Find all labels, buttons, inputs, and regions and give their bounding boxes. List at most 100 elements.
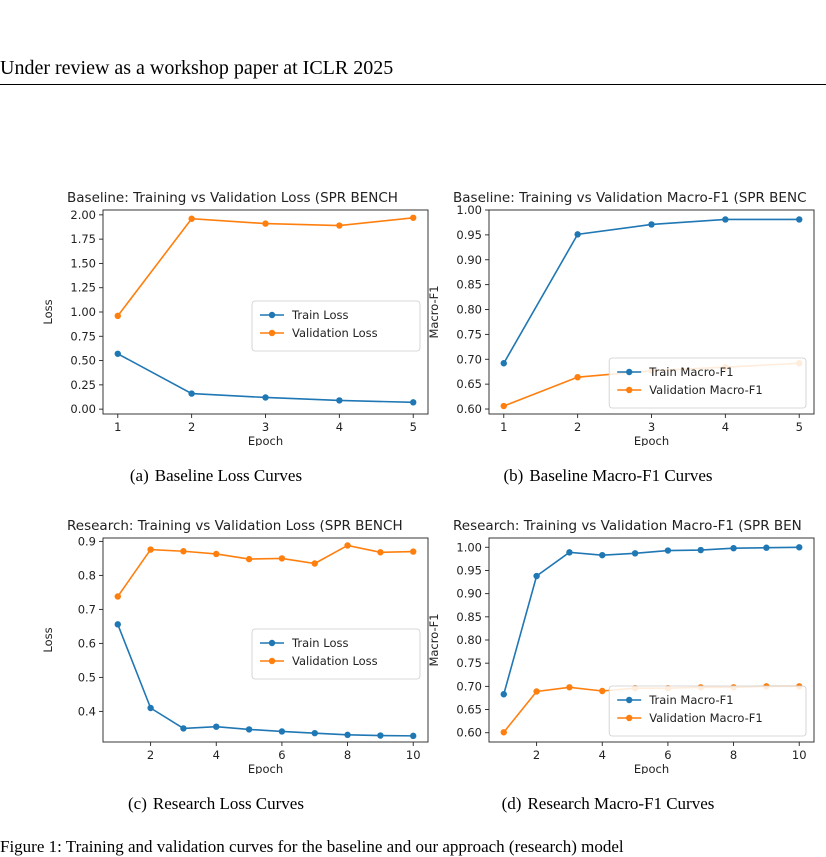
legend-swatch-marker [626,696,633,704]
x-tick-label: 5 [796,420,803,434]
legend-label: Train Loss [291,636,348,650]
data-point [245,726,253,733]
data-point [311,729,318,737]
x-tick-label: 2 [147,748,154,762]
legend-box [608,685,807,737]
legend-swatch-marker [268,311,276,319]
data-point [410,548,417,555]
caption-label: (a) [129,466,149,485]
legend-box [251,300,421,352]
data-point [500,729,507,736]
caption-text: Research Macro-F1 Curves [527,794,715,813]
legend-label: Train Macro-F1 [648,693,733,707]
x-tick-label: 2 [533,748,540,762]
data-point [147,546,154,553]
x-tick-label: 2 [188,420,195,434]
x-tick-label: 4 [599,748,606,762]
y-axis-label: Macro-F1 [427,613,441,666]
legend-swatch-marker [268,329,276,337]
line-chart: Baseline: Training vs Validation Loss (S… [41,190,429,446]
y-tick-label: 0.4 [78,704,96,718]
data-point [574,373,581,381]
y-tick-label: 0.70 [456,352,482,366]
x-tick-label: 10 [792,748,807,762]
y-tick-label: 0.65 [456,703,482,717]
data-point [336,397,343,404]
y-tick-label: 0.60 [456,402,482,416]
series-line-0 [503,218,800,364]
y-tick-label: 1.00 [456,203,482,217]
line-chart: Research: Training vs Validation Macro-F… [427,518,815,774]
data-point [262,394,269,401]
x-tick-label: 5 [410,420,417,434]
y-axis-label: Loss [41,299,55,324]
x-axis-label: Epoch [634,762,669,774]
legend-swatch-marker [626,368,633,376]
caption-label: (b) [503,466,524,485]
data-point [114,593,121,600]
data-point [730,545,737,552]
data-point [188,390,195,397]
x-tick-label: 6 [664,748,671,762]
y-tick-label: 0.90 [456,587,482,601]
legend-swatch-marker [626,714,633,722]
y-tick-label: 1.00 [70,305,96,319]
x-axis-label: Epoch [634,434,669,446]
data-point [336,222,343,229]
data-point [410,214,417,221]
data-point [796,544,803,551]
x-tick-label: 3 [648,420,655,434]
data-point [722,216,729,223]
y-tick-label: 0.00 [70,402,96,416]
y-tick-label: 0.9 [78,534,96,548]
x-tick-label: 1 [500,420,507,434]
y-tick-label: 0.7 [78,602,96,616]
data-point [796,216,803,223]
x-tick-label: 10 [406,748,421,762]
y-tick-label: 0.85 [456,610,482,624]
y-tick-label: 0.6 [78,636,96,650]
data-point [599,687,606,695]
data-point [566,549,573,556]
legend-box [251,628,421,680]
y-tick-label: 1.00 [456,540,482,554]
data-point [114,312,121,320]
line-chart: Baseline: Training vs Validation Macro-F… [427,190,815,446]
legend-swatch-marker [268,639,276,647]
y-tick-label: 1.25 [70,281,96,295]
y-axis-label: Loss [41,627,55,652]
data-point [245,555,253,563]
caption-text: Baseline Macro-F1 Curves [529,466,713,485]
data-point [599,551,606,559]
x-tick-label: 1 [114,420,121,434]
caption-research-loss: (c) Research Loss Curves [16,794,416,814]
y-tick-label: 0.80 [456,303,482,317]
data-point [262,220,269,227]
y-tick-label: 0.95 [456,563,482,577]
caption-baseline-macro-f1: (b) Baseline Macro-F1 Curves [408,466,808,486]
plot-frame [102,537,429,743]
x-tick-label: 4 [213,748,220,762]
data-point [500,402,507,410]
x-tick-label: 4 [722,420,729,434]
legend-swatch-marker [268,657,276,665]
data-point [500,691,507,698]
data-point [763,544,770,551]
data-point [180,548,187,555]
y-axis-label: Macro-F1 [427,285,441,338]
x-tick-label: 2 [574,420,581,434]
data-point [410,732,417,740]
series-line-1 [117,544,414,597]
x-tick-label: 3 [262,420,269,434]
chart-title: Baseline: Training vs Validation Loss (S… [67,190,398,206]
legend-label: Train Macro-F1 [648,365,733,379]
data-point [648,221,655,228]
caption-label: (d) [501,794,522,813]
y-tick-label: 0.60 [456,726,482,740]
y-tick-label: 0.80 [456,633,482,647]
data-point [533,572,540,580]
data-point [566,684,573,691]
series-line-0 [117,624,414,737]
data-point [344,731,351,739]
chart-title: Research: Training vs Validation Loss (S… [67,518,403,534]
